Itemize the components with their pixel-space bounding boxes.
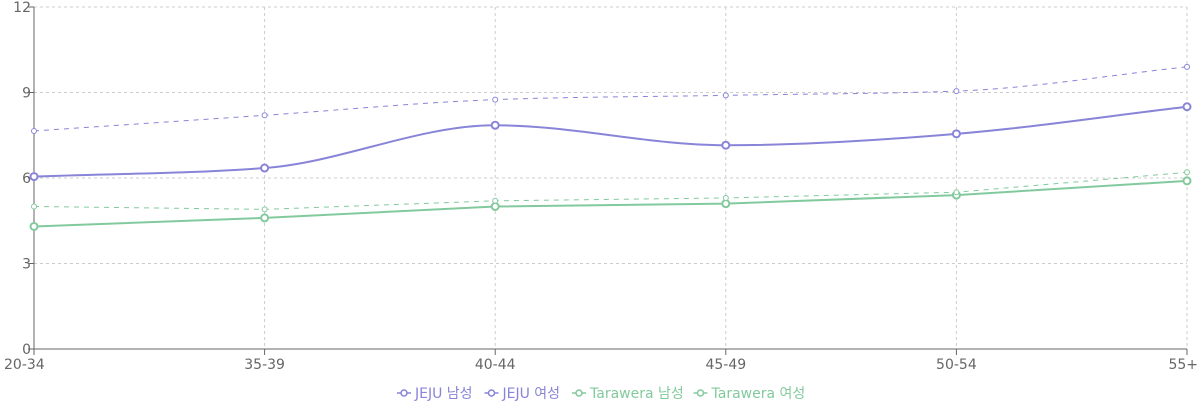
data-point <box>1184 169 1190 176</box>
data-point <box>261 112 268 119</box>
legend-item[interactable]: JEJU 남성 <box>397 386 473 402</box>
data-point <box>1184 63 1190 70</box>
data-point <box>1182 176 1192 186</box>
data-point <box>951 129 961 139</box>
legend-label: Tarawera 여성 <box>711 386 806 402</box>
x-tick-label: 35-39 <box>244 357 285 373</box>
series-line-4 <box>33 171 1188 210</box>
data-point <box>953 189 960 196</box>
y-tick-label: 0 <box>22 342 31 358</box>
legend-marker-icon <box>575 389 583 397</box>
legend-item[interactable]: Tarawera 남성 <box>572 386 684 402</box>
x-tick-label: 50-54 <box>936 357 977 373</box>
legend-label: JEJU 남성 <box>414 386 473 402</box>
data-point <box>721 199 731 209</box>
data-point <box>29 221 39 231</box>
data-point <box>721 140 731 150</box>
axes: 0 3 6 9 12 20-34 35-39 40-44 45-49 50-54 55+ <box>4 0 1198 373</box>
legend-label: JEJU 여성 <box>502 386 561 402</box>
data-point <box>261 206 268 213</box>
legend-marker-icon <box>696 389 705 397</box>
series-lines <box>29 63 1192 231</box>
legend-marker-icon <box>400 389 408 397</box>
data-point <box>29 172 39 182</box>
data-point <box>722 92 729 99</box>
series-line-2 <box>33 66 1188 132</box>
series-line-1 <box>33 105 1188 178</box>
data-point <box>953 88 960 95</box>
x-tick-label: 40-44 <box>475 357 516 373</box>
x-tick-label: 55+ <box>1168 357 1198 373</box>
data-point <box>260 213 270 223</box>
legend-label: Tarawera 남성 <box>589 386 684 402</box>
data-point <box>722 194 729 201</box>
legend-item[interactable]: Tarawera 여성 <box>693 386 806 402</box>
data-point <box>31 203 37 210</box>
y-tick-label: 6 <box>22 171 31 187</box>
data-point <box>31 127 37 134</box>
legend-marker-icon <box>487 389 496 397</box>
data-point <box>1182 102 1192 112</box>
legend[interactable]: JEJU 남성 JEJU 여성 Tarawera 남성 Tarawera 여성 <box>397 386 805 402</box>
grid <box>34 6 1188 349</box>
y-tick-label: 3 <box>22 257 31 273</box>
series-line-3 <box>33 179 1188 228</box>
data-point <box>490 120 500 130</box>
data-point <box>260 163 270 173</box>
x-tick-label: 20-34 <box>4 357 45 373</box>
y-tick-label: 9 <box>22 86 31 102</box>
data-point <box>492 96 499 103</box>
legend-item[interactable]: JEJU 여성 <box>484 386 561 402</box>
data-point <box>490 202 500 211</box>
y-tick-label: 12 <box>13 0 31 16</box>
x-tick-label: 45-49 <box>705 357 746 373</box>
data-point <box>492 197 499 204</box>
